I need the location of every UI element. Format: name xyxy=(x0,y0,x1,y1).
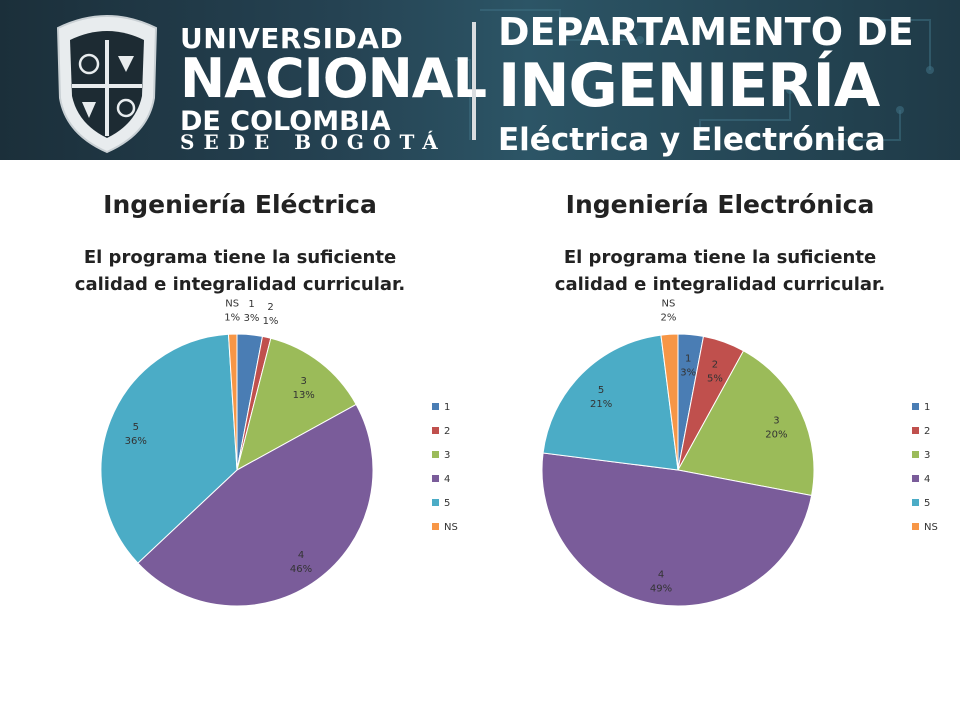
data-label-3: 3 20% xyxy=(765,416,787,441)
legend-label-2: 2 xyxy=(444,426,450,437)
legend-swatch-5 xyxy=(432,499,439,506)
university-name-line1: UNIVERSIDAD xyxy=(180,22,404,55)
pie-chart-electrica: 1 3%2 1% 3 13% 4 46% 5 36% NS 1% 1 2 3 4 5 NS xyxy=(100,298,458,607)
legend-swatch-NS xyxy=(912,523,919,530)
pie-slice-3 xyxy=(677,350,815,497)
chart-panel-electronica: Ingeniería Electrónica El programa tiene… xyxy=(480,160,960,680)
legend-label-4: 4 xyxy=(924,474,930,485)
data-label-1: 1 3% xyxy=(680,354,696,379)
data-label-NS: NS 2% xyxy=(660,299,676,324)
pie-slice-4 xyxy=(541,452,813,607)
university-seal-logo xyxy=(56,15,158,154)
pie-chart-electronica: 1 3% 2 5% 3 20% 4 49% 5 21% NS 2% 1 2 3 4 5 NS xyxy=(541,299,938,607)
pie-slice-5 xyxy=(100,333,238,564)
department-title: Ingeniería Electrónica xyxy=(565,190,875,219)
legend-label-5: 5 xyxy=(444,498,450,509)
legend-swatch-1 xyxy=(912,403,919,410)
legend-label-1: 1 xyxy=(924,402,930,413)
data-label-3: 3 13% xyxy=(293,376,315,401)
legend-label-2: 2 xyxy=(924,426,930,437)
chart-title: El programa tiene la suficiente calidad … xyxy=(480,244,960,298)
circuit-pattern xyxy=(455,9,934,150)
data-label-5: 5 21% xyxy=(590,385,612,410)
legend-swatch-1 xyxy=(432,403,439,410)
legend-label-4: 4 xyxy=(444,474,450,485)
chart-panel-electrica: Ingeniería Eléctrica El programa tiene l… xyxy=(0,160,480,680)
legend-label-3: 3 xyxy=(924,450,930,461)
legend-label-5: 5 xyxy=(924,498,930,509)
header-banner: UNIVERSIDAD NACIONAL DE COLOMBIA SEDE BO… xyxy=(0,0,960,160)
pie-slice-4 xyxy=(137,403,374,607)
data-label-5: 5 36% xyxy=(125,422,147,447)
legend-swatch-NS xyxy=(432,523,439,530)
legend-swatch-2 xyxy=(912,427,919,434)
header-divider xyxy=(472,22,476,140)
university-name-line2: NACIONAL xyxy=(180,47,487,110)
chart-title: El programa tiene la suficiente calidad … xyxy=(0,244,480,298)
data-label-2: 2 1% xyxy=(263,302,279,327)
legend-label-NS: NS xyxy=(924,522,938,533)
legend-swatch-5 xyxy=(912,499,919,506)
legend-swatch-2 xyxy=(432,427,439,434)
legend-swatch-4 xyxy=(912,475,919,482)
data-label-4: 4 49% xyxy=(650,570,672,595)
legend-label-3: 3 xyxy=(444,450,450,461)
chart-title-line2: calidad e integralidad curricular. xyxy=(554,274,886,295)
legend-swatch-4 xyxy=(432,475,439,482)
data-label-2: 2 5% xyxy=(707,360,723,385)
pie-slice-5 xyxy=(542,334,679,471)
legend-label-1: 1 xyxy=(444,402,450,413)
department-line2: INGENIERÍA xyxy=(498,51,880,121)
department-line3: Eléctrica y Electrónica xyxy=(498,122,886,158)
chart-title-line1: El programa tiene la suficiente xyxy=(83,247,397,268)
data-label-1: 1 3% xyxy=(244,299,260,324)
university-name-line3: DE COLOMBIA xyxy=(180,106,391,137)
legend-swatch-3 xyxy=(912,451,919,458)
legend-label-NS: NS xyxy=(444,522,458,533)
department-title: Ingeniería Eléctrica xyxy=(103,190,377,219)
chart-title-line2: calidad e integralidad curricular. xyxy=(74,274,406,295)
sede-label: SEDE BOGOTÁ xyxy=(180,130,447,154)
legend-swatch-3 xyxy=(432,451,439,458)
pie-slice-NS xyxy=(660,333,679,471)
pie-slice-NS xyxy=(227,333,238,471)
pie-slice-3 xyxy=(236,337,357,471)
data-label-NS: NS 1% xyxy=(224,298,240,323)
chart-title-line1: El programa tiene la suficiente xyxy=(563,247,877,268)
data-label-4: 4 46% xyxy=(290,550,312,575)
department-line1: DEPARTAMENTO DE xyxy=(498,10,914,54)
